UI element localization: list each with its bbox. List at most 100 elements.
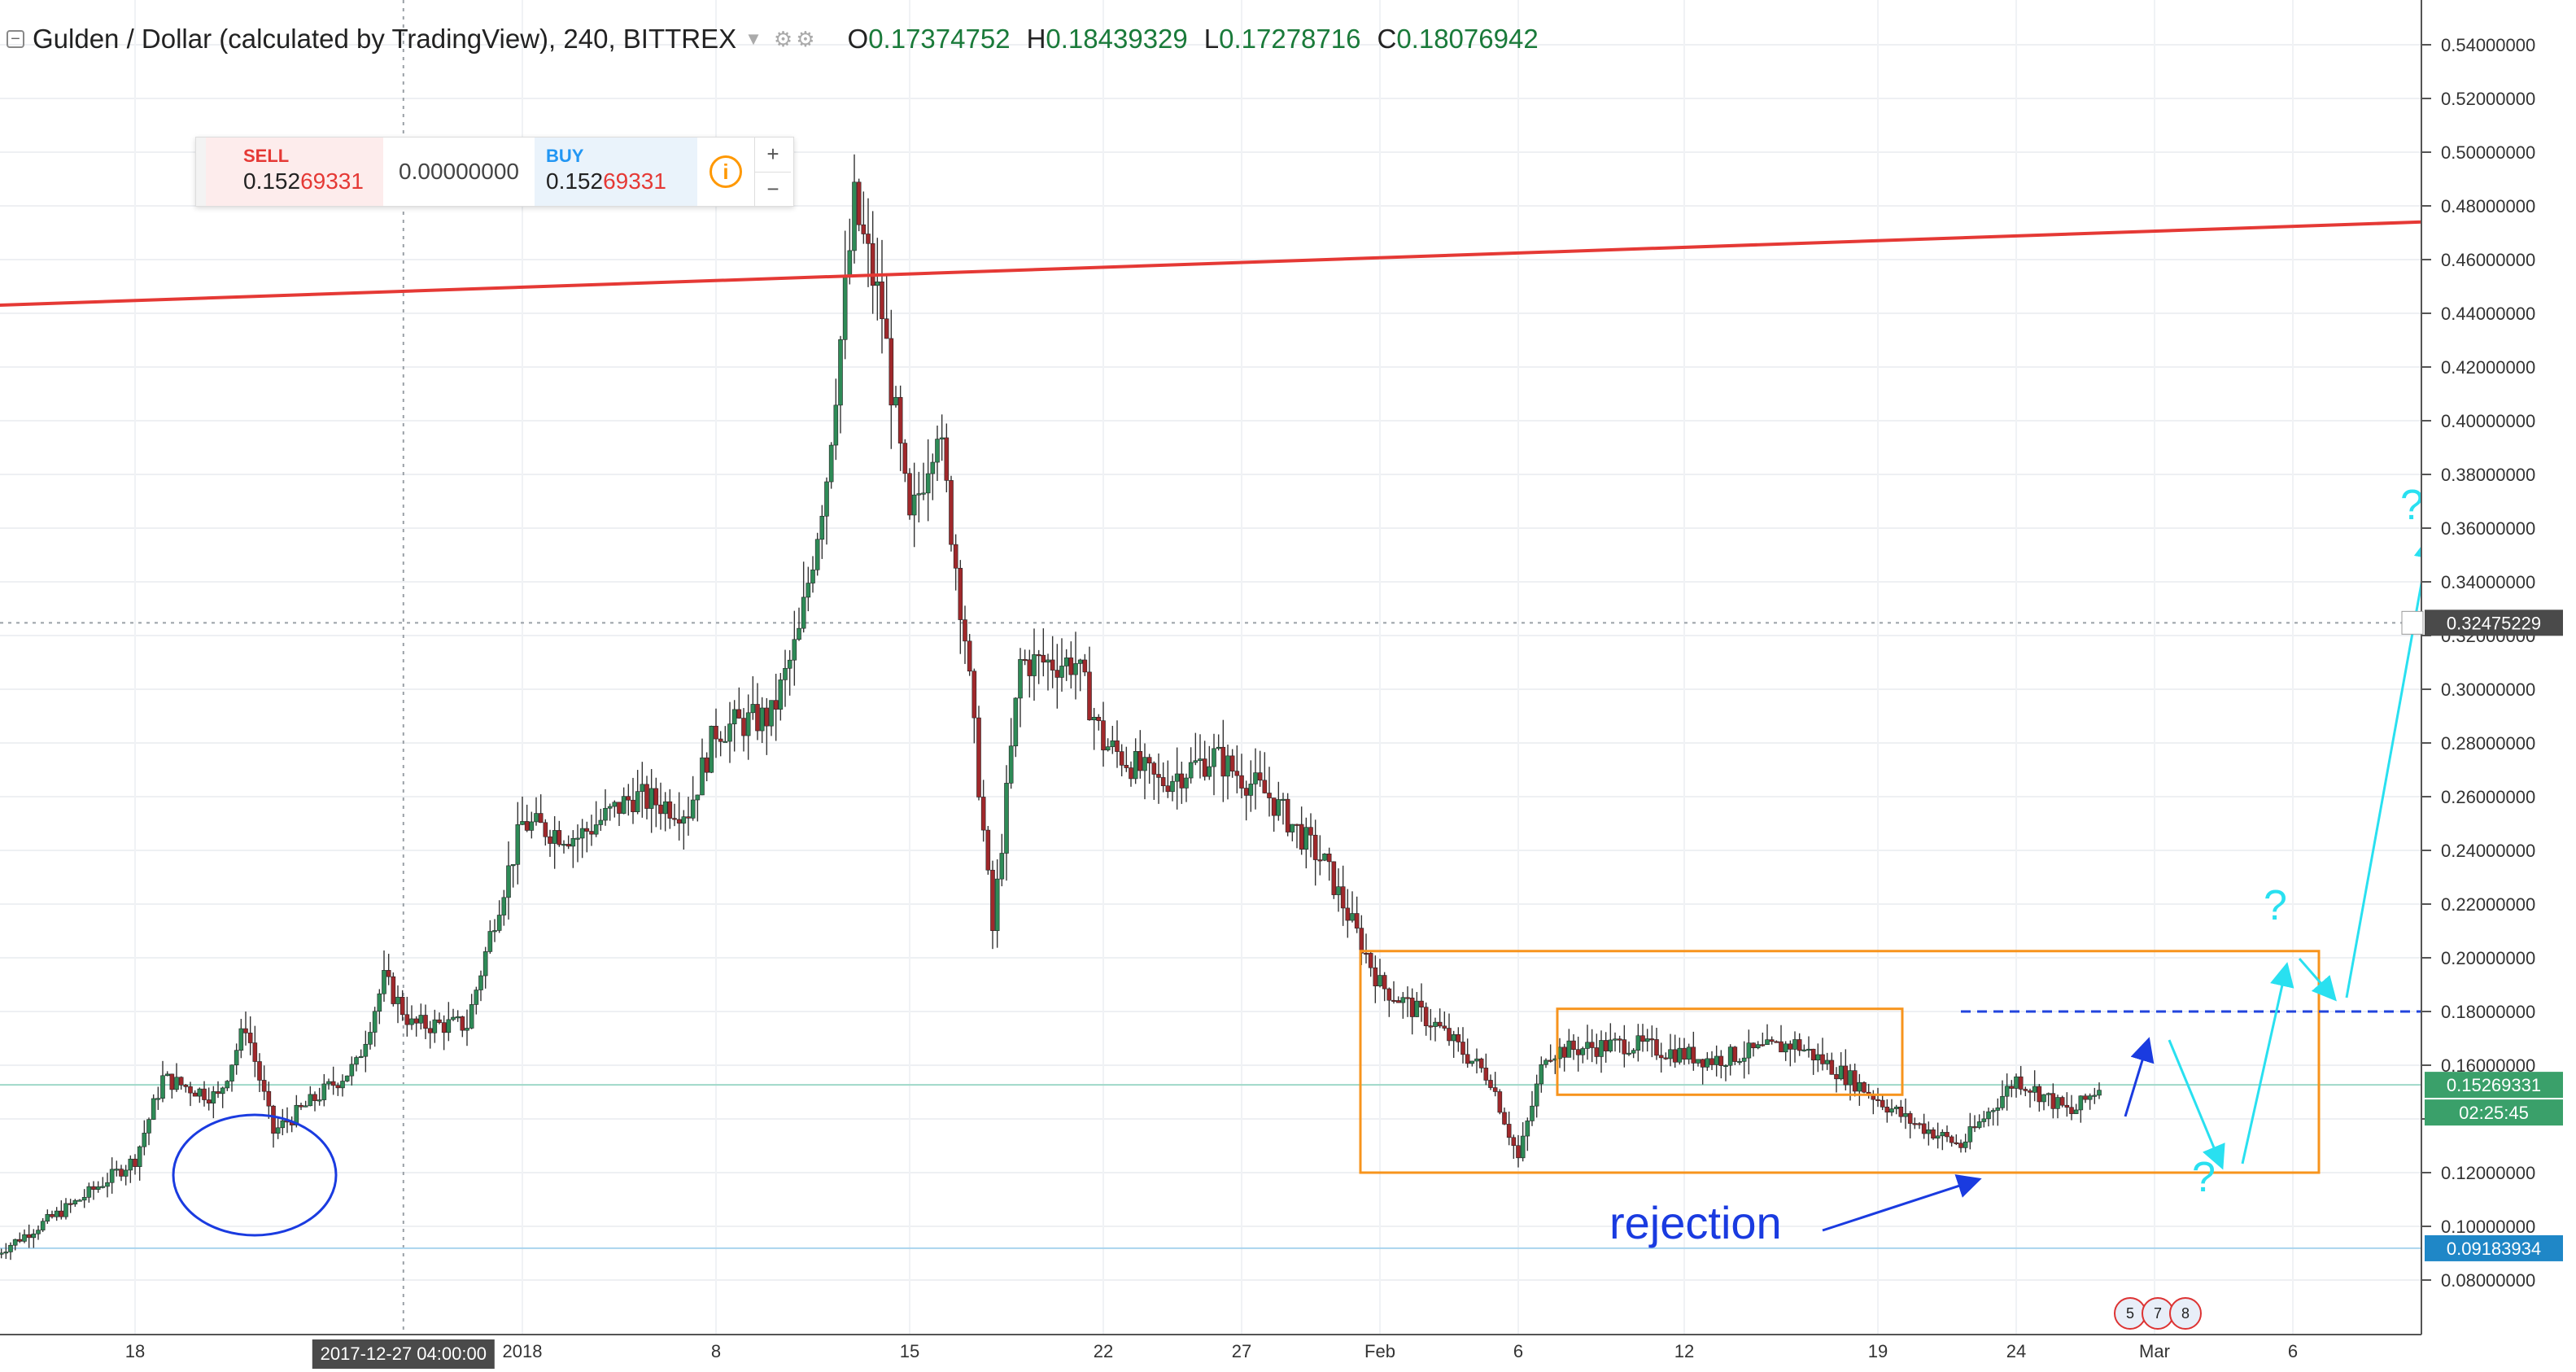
sell-button[interactable]: SELL 0.15269331: [196, 138, 383, 206]
price-axis[interactable]: 0.080000000.100000000.120000000.14000000…: [2401, 0, 2576, 1372]
candle-body: [206, 1099, 212, 1103]
candle-body: [1216, 746, 1221, 749]
candle-body: [1658, 1055, 1664, 1059]
candle-body: [1077, 659, 1083, 664]
candle-body: [1714, 1055, 1719, 1065]
candle-body: [50, 1213, 55, 1217]
candle-body: [1594, 1047, 1600, 1057]
candle-body: [570, 838, 576, 847]
economic-events-strip[interactable]: 5 7 8: [2114, 1297, 2202, 1330]
candle-body: [783, 667, 788, 680]
candle-body: [1317, 859, 1323, 862]
collapse-icon[interactable]: −: [7, 30, 24, 48]
x-tick-label: 24: [2006, 1341, 2026, 1361]
candle-body: [565, 844, 571, 847]
candle-body: [598, 819, 604, 825]
candle-body: [1101, 720, 1106, 751]
candle-body: [1483, 1068, 1489, 1081]
x-tick-label: 8: [711, 1341, 721, 1361]
x-tick-label: 27: [1232, 1341, 1251, 1361]
candle-body: [1949, 1136, 1954, 1143]
candle-body: [81, 1197, 87, 1201]
candle-body: [1281, 798, 1286, 801]
candle-body: [1013, 697, 1019, 747]
candle-body: [1566, 1040, 1572, 1058]
candle-body: [1718, 1055, 1724, 1066]
candle-body: [1110, 740, 1116, 747]
candle-body: [1174, 773, 1180, 782]
candle-body: [1617, 1038, 1622, 1041]
candle-body: [847, 250, 853, 277]
candle-body: [1063, 658, 1069, 666]
candle-body: [1635, 1035, 1641, 1051]
candle-body: [437, 1019, 442, 1023]
annotation-drawings[interactable]: rejection???: [0, 220, 2438, 1248]
y-tick-label: 0.38000000: [2441, 465, 2535, 485]
candle-body: [828, 444, 834, 483]
time-axis[interactable]: 18 2018 8 15 22 27 Feb 6 12 19 24 Mar 6 2017-12-27 04…: [0, 1334, 2421, 1369]
candle-body: [137, 1146, 142, 1167]
candle-body: [1146, 757, 1152, 764]
candle-body: [953, 544, 958, 569]
countdown-label: 02:25:45: [2459, 1103, 2529, 1123]
candle-body: [1124, 765, 1129, 768]
candle-body: [681, 816, 687, 824]
candle-body: [967, 640, 972, 672]
projection-arrow: [2345, 534, 2438, 998]
info-button[interactable]: i: [697, 138, 754, 206]
candle-body: [778, 679, 784, 710]
candle-body: [1160, 777, 1166, 786]
candle-body: [2059, 1097, 2065, 1106]
event-flag-icon[interactable]: 5: [2114, 1297, 2146, 1330]
candle-body: [1603, 1040, 1609, 1051]
y-tick-label: 0.48000000: [2441, 196, 2535, 216]
candle-body: [1091, 716, 1097, 721]
y-tick-label: 0.52000000: [2441, 89, 2535, 109]
candle-body: [2069, 1107, 2074, 1114]
candle-body: [1575, 1049, 1581, 1055]
candle-body: [769, 700, 774, 727]
candle-body: [1285, 798, 1290, 832]
sell-price: 0.15269331: [243, 168, 383, 194]
candle-body: [1423, 1007, 1429, 1026]
candle-body: [95, 1186, 101, 1190]
candle-body: [856, 181, 862, 225]
crosshair-price-label-box: [2425, 610, 2563, 636]
candle-body: [105, 1182, 110, 1187]
event-flag-icon[interactable]: 8: [2169, 1297, 2202, 1330]
candle-body: [1179, 773, 1185, 789]
candle-body: [146, 1119, 151, 1134]
plus-icon[interactable]: +: [766, 142, 779, 167]
symbol-title[interactable]: Gulden / Dollar (calculated by TradingVi…: [33, 24, 737, 54]
candle-body: [1755, 1044, 1761, 1049]
quantity-stepper[interactable]: + −: [754, 138, 791, 206]
candle-body: [1068, 658, 1074, 675]
candle-body: [330, 1081, 336, 1086]
candle-body: [501, 897, 507, 915]
settings-icons[interactable]: ⚙⚙: [773, 26, 819, 51]
buy-button[interactable]: BUY 0.15269331: [535, 138, 697, 206]
candle-body: [312, 1094, 317, 1101]
candle-body: [1746, 1042, 1752, 1059]
y-tick-label: 0.30000000: [2441, 679, 2535, 700]
close-value: 0.18076942: [1396, 24, 1539, 54]
candle-body: [482, 951, 488, 977]
candle-body: [2055, 1097, 2060, 1109]
candle-body: [2032, 1086, 2037, 1093]
candle-body: [1769, 1039, 1775, 1042]
candle-body: [1912, 1123, 1918, 1125]
y-tick-label: 0.28000000: [2441, 733, 2535, 754]
candle-body: [257, 1061, 262, 1081]
y-tick-label: 0.46000000: [2441, 250, 2535, 270]
candle-body: [1433, 1021, 1438, 1027]
x-tick-label: 2018: [503, 1341, 543, 1361]
candle-body: [543, 822, 548, 837]
candle-body: [1359, 928, 1364, 954]
candle-body: [723, 741, 728, 743]
candle-body: [1875, 1099, 1880, 1101]
candle-body: [741, 718, 746, 736]
minus-icon[interactable]: −: [755, 171, 791, 207]
chevron-down-icon[interactable]: ▼: [744, 28, 762, 49]
candle-body: [510, 863, 516, 867]
